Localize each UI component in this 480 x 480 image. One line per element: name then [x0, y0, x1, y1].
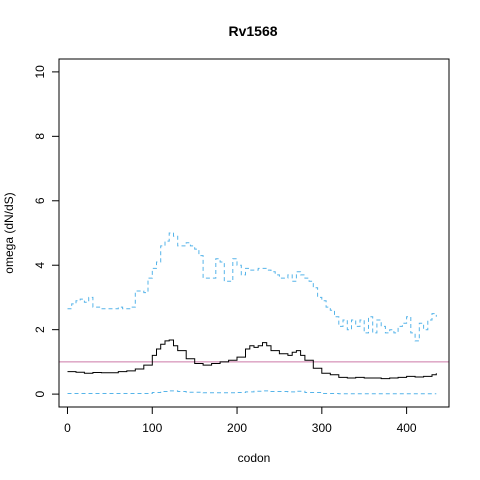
y-axis: 0 2 4 6 8 10: [33, 65, 60, 397]
lower-bound-line: [67, 390, 437, 395]
y-axis-label: omega (dN/dS): [2, 192, 16, 273]
chart-title: Rv1568: [228, 23, 277, 39]
plot-frame: [58, 58, 450, 408]
x-tick-label: 100: [142, 421, 162, 435]
x-tick-label: 0: [64, 421, 71, 435]
x-tick-label: 300: [312, 421, 332, 435]
omega-line: [67, 339, 437, 380]
y-tick-label: 10: [33, 65, 47, 79]
x-tick-label: 400: [397, 421, 417, 435]
upper-bound-line: [67, 232, 437, 342]
x-axis-label: codon: [238, 451, 271, 465]
y-tick-label: 8: [33, 133, 47, 140]
y-tick-label: 6: [33, 197, 47, 204]
y-tick-label: 2: [33, 326, 47, 333]
x-axis: 0 100 200 300 400: [64, 406, 417, 435]
x-tick-label: 200: [227, 421, 247, 435]
y-tick-label: 0: [33, 390, 47, 397]
y-tick-label: 4: [33, 262, 47, 269]
plot-area: [59, 232, 449, 395]
